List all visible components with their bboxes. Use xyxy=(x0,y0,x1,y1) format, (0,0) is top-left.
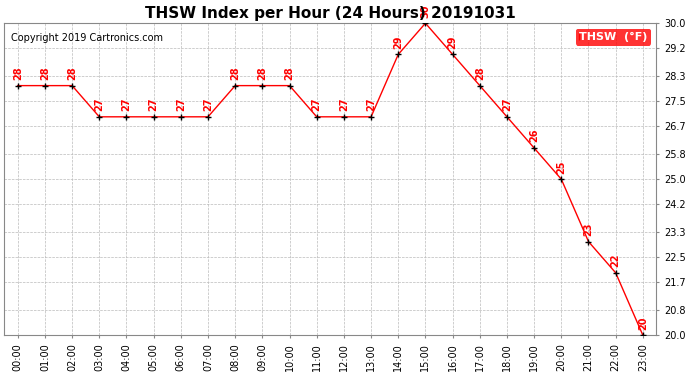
Text: 28: 28 xyxy=(475,66,485,80)
Text: 27: 27 xyxy=(95,98,104,111)
Text: 27: 27 xyxy=(312,98,322,111)
Text: 26: 26 xyxy=(529,129,539,142)
Text: 25: 25 xyxy=(556,160,566,174)
Text: 28: 28 xyxy=(230,66,240,80)
Legend: THSW  (°F): THSW (°F) xyxy=(576,29,651,45)
Text: 27: 27 xyxy=(339,98,349,111)
Text: 20: 20 xyxy=(638,316,648,330)
Text: 22: 22 xyxy=(611,254,621,267)
Text: 27: 27 xyxy=(121,98,132,111)
Text: 28: 28 xyxy=(12,66,23,80)
Title: THSW Index per Hour (24 Hours) 20191031: THSW Index per Hour (24 Hours) 20191031 xyxy=(145,6,515,21)
Text: 27: 27 xyxy=(148,98,159,111)
Text: 28: 28 xyxy=(284,66,295,80)
Text: 27: 27 xyxy=(366,98,376,111)
Text: 27: 27 xyxy=(502,98,512,111)
Text: 28: 28 xyxy=(257,66,267,80)
Text: 29: 29 xyxy=(448,35,457,49)
Text: 23: 23 xyxy=(584,222,593,236)
Text: 30: 30 xyxy=(420,4,431,18)
Text: 28: 28 xyxy=(40,66,50,80)
Text: Copyright 2019 Cartronics.com: Copyright 2019 Cartronics.com xyxy=(10,33,163,43)
Text: 28: 28 xyxy=(67,66,77,80)
Text: 29: 29 xyxy=(393,35,403,49)
Text: 27: 27 xyxy=(203,98,213,111)
Text: 27: 27 xyxy=(176,98,186,111)
